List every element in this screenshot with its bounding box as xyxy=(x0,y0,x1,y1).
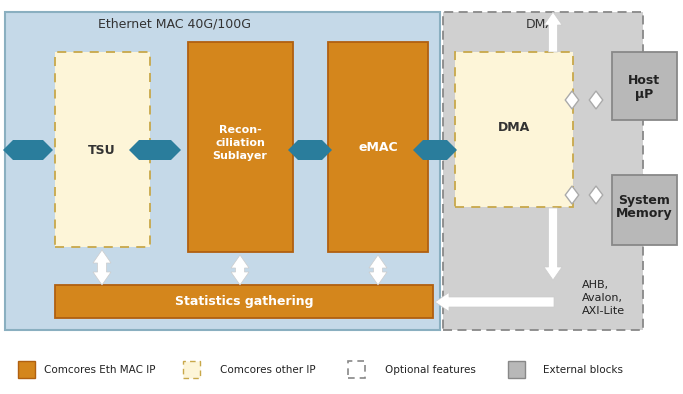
Text: Comcores Eth MAC IP: Comcores Eth MAC IP xyxy=(44,365,156,375)
Polygon shape xyxy=(231,255,249,285)
Bar xyxy=(183,361,200,378)
Text: TSU: TSU xyxy=(88,143,116,156)
Text: DMA: DMA xyxy=(498,121,530,134)
Polygon shape xyxy=(3,140,53,160)
Text: AXI-Lite: AXI-Lite xyxy=(582,306,625,316)
Text: CGMII: CGMII xyxy=(13,145,43,154)
Bar xyxy=(348,361,365,378)
Text: AHB,: AHB, xyxy=(582,280,609,290)
Text: Comcores other IP: Comcores other IP xyxy=(220,365,316,375)
Text: Memory: Memory xyxy=(615,206,672,219)
Text: Recon-: Recon- xyxy=(219,125,262,135)
Bar xyxy=(612,52,677,120)
Bar xyxy=(443,12,643,330)
Polygon shape xyxy=(369,255,387,285)
Bar xyxy=(328,42,428,252)
Text: Ethernet MAC 40G/100G: Ethernet MAC 40G/100G xyxy=(98,17,251,30)
Polygon shape xyxy=(589,91,603,109)
Bar xyxy=(612,175,677,245)
Text: Optional features: Optional features xyxy=(385,365,475,375)
Bar xyxy=(455,52,573,207)
Bar xyxy=(18,361,35,378)
Text: CGMII: CGMII xyxy=(140,145,170,154)
Polygon shape xyxy=(566,91,579,109)
Text: AXI-S: AXI-S xyxy=(296,145,324,154)
Text: Statistics gathering: Statistics gathering xyxy=(175,296,313,309)
Bar xyxy=(55,285,433,318)
Polygon shape xyxy=(288,140,332,160)
Text: eMAC: eMAC xyxy=(358,141,398,154)
Polygon shape xyxy=(435,292,554,312)
Polygon shape xyxy=(589,186,603,204)
Polygon shape xyxy=(544,12,562,52)
Text: DMA: DMA xyxy=(525,17,555,30)
Text: External blocks: External blocks xyxy=(543,365,623,375)
Text: Host: Host xyxy=(628,74,660,87)
Text: System: System xyxy=(618,193,670,206)
Text: ciliation: ciliation xyxy=(215,138,265,148)
Bar xyxy=(55,52,150,247)
Polygon shape xyxy=(413,140,457,160)
Text: AXI-S: AXI-S xyxy=(421,145,449,154)
Polygon shape xyxy=(544,208,562,280)
Text: µP: µP xyxy=(635,87,653,100)
Bar xyxy=(188,42,293,252)
Polygon shape xyxy=(93,250,111,285)
Bar xyxy=(508,361,525,378)
Text: Sublayer: Sublayer xyxy=(212,151,268,161)
Polygon shape xyxy=(566,186,579,204)
Polygon shape xyxy=(129,140,181,160)
Bar xyxy=(5,12,440,330)
Text: Avalon,: Avalon, xyxy=(582,293,623,303)
